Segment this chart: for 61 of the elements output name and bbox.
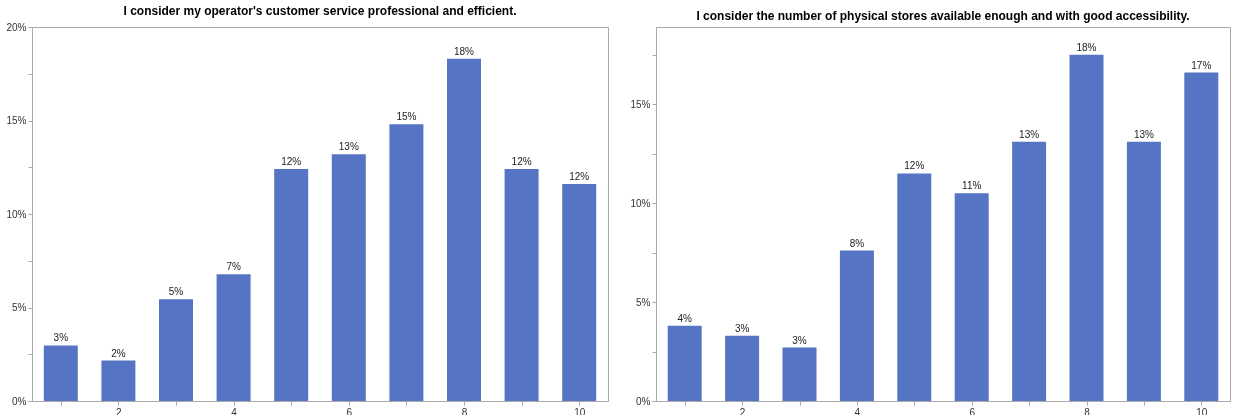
bar — [782, 347, 817, 401]
x-tick-label: 10 — [1196, 406, 1208, 415]
bar — [839, 250, 874, 401]
data-label: 15% — [396, 111, 417, 123]
bar — [43, 345, 78, 401]
chart-title: I consider the number of physical stores available enough and with good accessibility. — [696, 9, 1190, 23]
x-tick-label: 4 — [854, 406, 861, 415]
data-label: 12% — [511, 156, 532, 168]
y-tick-label: 5% — [12, 302, 27, 313]
bar — [447, 58, 481, 401]
bar — [159, 299, 193, 401]
y-tick-label: 20% — [6, 21, 27, 33]
data-label: 5% — [168, 286, 184, 298]
bar — [504, 169, 539, 401]
data-label: 3% — [53, 332, 69, 344]
chart-title: I consider my operator's customer service professional and efficient. — [123, 4, 517, 18]
bar — [1184, 72, 1219, 401]
x-tick-label: 4 — [231, 406, 238, 415]
x-tick-label: 6 — [346, 406, 353, 415]
data-label: 13% — [1133, 128, 1155, 140]
data-label: 12% — [281, 156, 302, 168]
y-tick-label: 10% — [630, 197, 651, 209]
bar — [562, 184, 597, 401]
bar — [725, 335, 760, 401]
data-label: 13% — [1019, 128, 1040, 140]
data-label: 11% — [962, 180, 982, 192]
y-tick-label: 5% — [636, 296, 651, 308]
bar — [954, 193, 989, 401]
bar — [1126, 141, 1161, 401]
x-tick-label: 2 — [739, 406, 746, 415]
data-label: 17% — [1191, 59, 1212, 71]
bar — [389, 124, 424, 401]
data-label: 13% — [338, 141, 359, 153]
y-tick-label: 15% — [630, 98, 651, 110]
data-label: 12% — [904, 160, 925, 172]
bar — [667, 325, 702, 401]
bar — [1069, 54, 1104, 401]
x-tick-label: 6 — [969, 406, 976, 415]
data-label: 4% — [677, 312, 693, 324]
x-tick-label: 8 — [461, 406, 468, 415]
data-label: 3% — [734, 322, 750, 334]
data-label: 18% — [1076, 41, 1097, 53]
bar — [897, 173, 932, 401]
y-tick-label: 10% — [6, 208, 27, 220]
y-tick-label: 0% — [12, 395, 27, 407]
bar — [274, 169, 309, 401]
bar — [101, 360, 136, 401]
x-tick-label: 2 — [116, 406, 123, 415]
data-label: 8% — [849, 237, 865, 249]
y-tick-label: 15% — [6, 115, 27, 126]
y-tick-label: 0% — [636, 395, 651, 407]
data-label: 12% — [569, 171, 590, 183]
bar — [1012, 141, 1047, 401]
x-tick-label: 10 — [574, 406, 586, 415]
data-label: 18% — [453, 45, 475, 57]
data-label: 7% — [226, 261, 241, 273]
data-label: 2% — [111, 347, 126, 359]
data-label: 3% — [792, 334, 807, 346]
bar — [331, 154, 366, 401]
bar — [216, 274, 251, 401]
x-tick-label: 8 — [1084, 406, 1091, 415]
